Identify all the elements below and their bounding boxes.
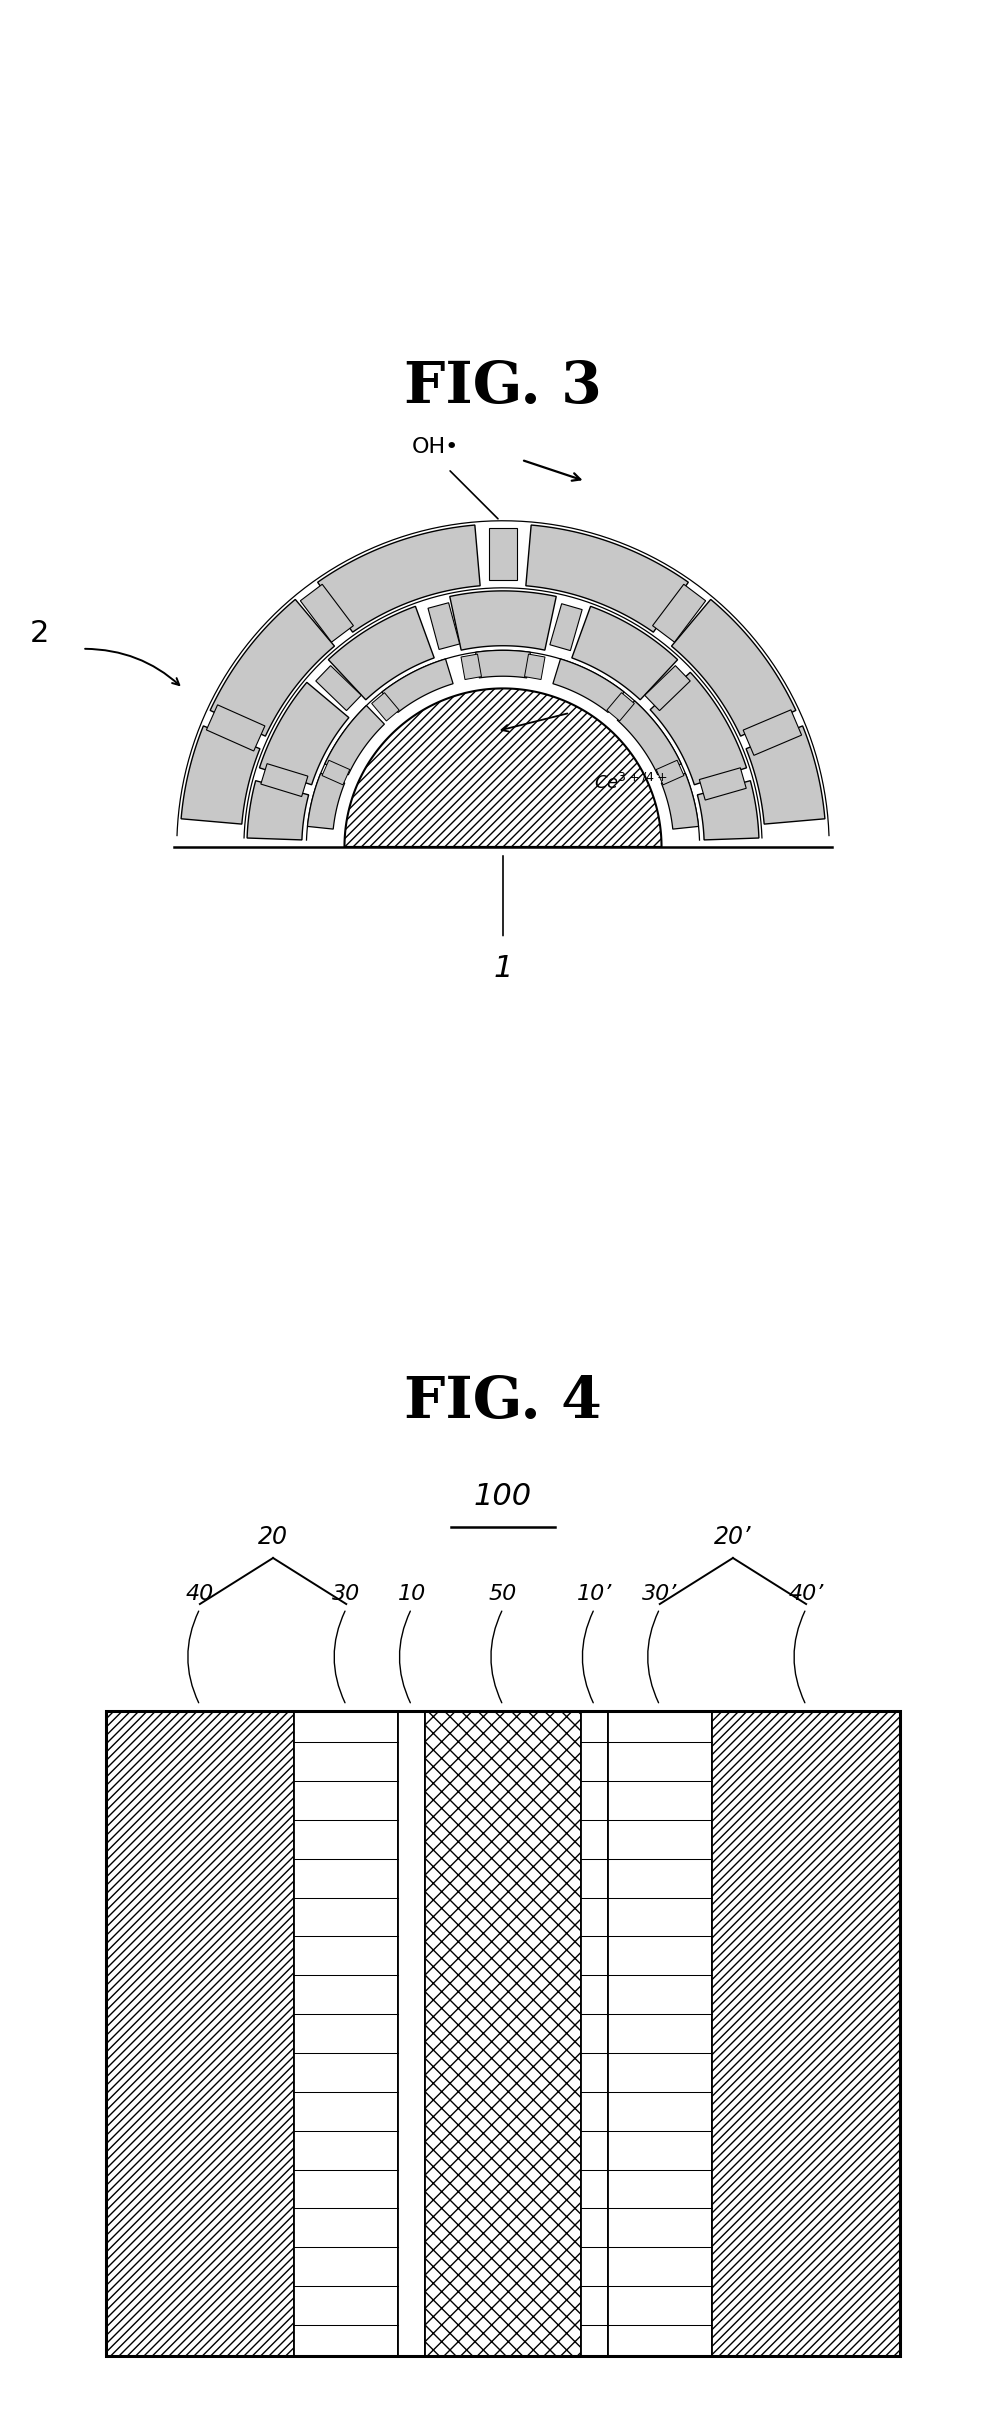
Polygon shape bbox=[318, 524, 480, 633]
Polygon shape bbox=[371, 694, 399, 721]
Text: 100: 100 bbox=[474, 1482, 532, 1511]
Polygon shape bbox=[553, 660, 624, 713]
Bar bbox=[294, 1710, 398, 2356]
Text: 2: 2 bbox=[30, 619, 49, 648]
Text: Ce$^{3+/4+}$: Ce$^{3+/4+}$ bbox=[595, 774, 668, 793]
Text: 40: 40 bbox=[186, 1584, 214, 1604]
Text: 50: 50 bbox=[489, 1584, 517, 1604]
Bar bbox=[712, 1710, 900, 2356]
Polygon shape bbox=[260, 682, 349, 784]
Polygon shape bbox=[650, 672, 746, 784]
Text: 10: 10 bbox=[397, 1584, 426, 1604]
Polygon shape bbox=[661, 774, 698, 830]
Bar bbox=[608, 1710, 712, 2356]
Polygon shape bbox=[181, 725, 260, 825]
Polygon shape bbox=[206, 706, 265, 752]
Polygon shape bbox=[316, 665, 361, 711]
Polygon shape bbox=[697, 781, 759, 839]
Text: 10’: 10’ bbox=[576, 1584, 612, 1604]
Polygon shape bbox=[247, 781, 309, 839]
Polygon shape bbox=[618, 701, 681, 774]
Polygon shape bbox=[382, 660, 453, 713]
Text: 40’: 40’ bbox=[789, 1584, 824, 1604]
Polygon shape bbox=[607, 694, 635, 721]
Bar bbox=[106, 1710, 900, 2356]
Text: OH•: OH• bbox=[412, 437, 460, 456]
Polygon shape bbox=[489, 529, 517, 580]
Polygon shape bbox=[322, 759, 350, 786]
Polygon shape bbox=[344, 689, 662, 847]
Polygon shape bbox=[301, 585, 353, 643]
Text: 1: 1 bbox=[493, 953, 513, 983]
Polygon shape bbox=[476, 650, 530, 677]
Text: FIG. 4: FIG. 4 bbox=[404, 1373, 602, 1429]
Bar bbox=[425, 1710, 581, 2356]
Text: 30: 30 bbox=[332, 1584, 360, 1604]
Polygon shape bbox=[261, 764, 308, 796]
Polygon shape bbox=[428, 602, 460, 650]
Polygon shape bbox=[308, 774, 345, 830]
Bar bbox=[106, 1710, 294, 2356]
Text: 20: 20 bbox=[259, 1526, 288, 1548]
Polygon shape bbox=[550, 604, 582, 650]
Polygon shape bbox=[699, 767, 746, 801]
Text: 30’: 30’ bbox=[642, 1584, 677, 1604]
Polygon shape bbox=[746, 725, 825, 825]
Polygon shape bbox=[461, 655, 482, 679]
Polygon shape bbox=[653, 585, 705, 643]
Polygon shape bbox=[524, 655, 545, 679]
Text: 20’: 20’ bbox=[714, 1526, 751, 1548]
Polygon shape bbox=[743, 711, 802, 754]
Polygon shape bbox=[328, 606, 435, 699]
Polygon shape bbox=[450, 592, 556, 650]
Polygon shape bbox=[325, 706, 384, 774]
Polygon shape bbox=[672, 599, 796, 735]
Polygon shape bbox=[571, 606, 678, 699]
Text: FIG. 3: FIG. 3 bbox=[404, 359, 602, 415]
Polygon shape bbox=[210, 599, 334, 735]
Bar bbox=[581, 1710, 608, 2356]
Bar bbox=[398, 1710, 425, 2356]
Polygon shape bbox=[526, 524, 688, 633]
Polygon shape bbox=[645, 665, 690, 711]
Polygon shape bbox=[656, 759, 684, 786]
